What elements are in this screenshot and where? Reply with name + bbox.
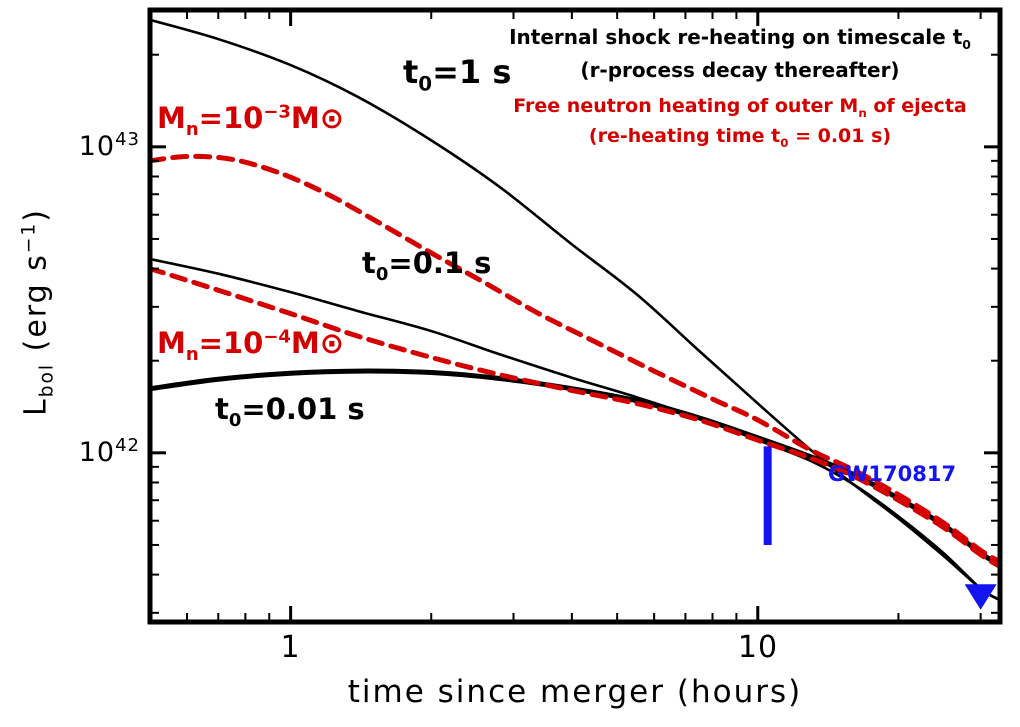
data-point-group [763, 446, 997, 610]
y-tick-label-1e42: 1042 [78, 435, 140, 468]
plot-frame [147, 7, 1003, 625]
curve-label-t0-0.1s: t0=0.1 s [362, 246, 492, 285]
y-axis-title: Lbol (erg s−1) [18, 208, 58, 416]
curve-free-neutron-Mn-1e-3 [150, 153, 1000, 565]
x-tick-label-10: 10 [737, 630, 779, 665]
black-annotation-line1: Internal shock re-heating on timescale t… [509, 25, 971, 52]
black-annotation-line2: (r-process decay thereafter) [580, 57, 900, 82]
curve-group [150, 18, 1000, 602]
gw170817-label: GW170817 [828, 462, 957, 486]
x-tick-label-1: 1 [280, 630, 301, 665]
curve-free-neutron-Mn-1e-4 [150, 266, 1000, 570]
curve-label-Mn-1e-3: Mn=10−3M⊙ [157, 101, 345, 140]
black-annotation-header: Internal shock re-heating on timescale t… [470, 22, 1010, 85]
curve-internal-shock-t0-0.1s [150, 257, 1000, 602]
curve-label-Mn-1e-4: Mn=10−4M⊙ [157, 326, 345, 365]
red-annotation-line1: Free neutron heating of outer Mn of ejec… [513, 95, 967, 120]
upper-limit-triangle-GW170817-upper-limit [964, 584, 997, 610]
red-annotation-header: Free neutron heating of outer Mn of ejec… [470, 92, 1010, 153]
curve-internal-shock-t0-1s [150, 18, 1000, 602]
curve-label-t0-1s: t0=1 s [403, 53, 512, 96]
curve-label-t0-0.01s: t0=0.01 s [215, 392, 365, 431]
red-annotation-line2: (re-heating time t0 = 0.01 s) [588, 125, 892, 151]
y-tick-label-1e43: 1043 [78, 129, 140, 162]
x-axis-title: time since merger (hours) [347, 674, 803, 710]
curve-internal-shock-t0-0.01s [150, 368, 1000, 568]
